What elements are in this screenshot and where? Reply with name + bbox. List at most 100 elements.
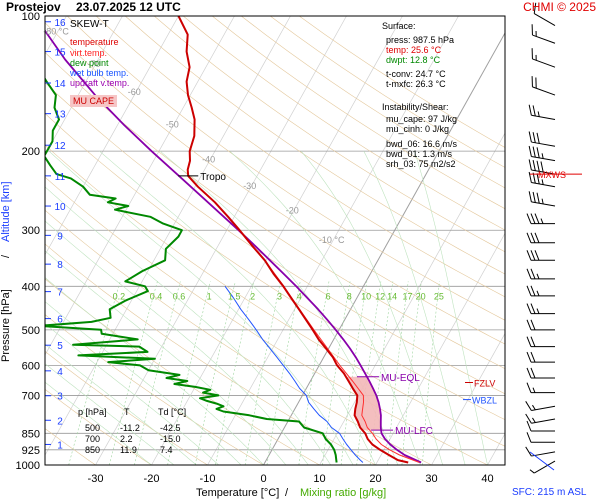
wind-barb-flag (530, 250, 536, 261)
wind-barb (526, 351, 555, 363)
dry-adiabat (95, 16, 505, 298)
wind-barb-flag (525, 413, 532, 424)
pressure-tick: 200 (22, 146, 40, 158)
wind-barb-flag (540, 161, 544, 173)
dry-adiabat (45, 278, 320, 465)
mixing-ratio-line (68, 281, 121, 465)
mu-lfc-label: MU-LFC (395, 426, 433, 437)
wind-barb-flag (535, 77, 537, 89)
mixing-ratio-line (167, 281, 211, 465)
dry-adiabat (45, 144, 505, 447)
wind-barb-flag (526, 268, 532, 280)
wind-barb-flag (528, 171, 532, 183)
wind-barb (526, 367, 555, 379)
table-cell: -42.5 (160, 423, 181, 433)
mixing-ratio-line (422, 281, 440, 465)
wind-barb-shaft (533, 13, 556, 26)
isotherm-label: -40 (202, 155, 215, 165)
wind-barb-half (536, 308, 540, 314)
wind-barb-flag (532, 132, 536, 143)
wet-bulb-line (224, 286, 364, 463)
moist-adiabat (45, 186, 331, 465)
altitude-tick: 10 (54, 202, 66, 213)
wind-barb-half (529, 469, 535, 474)
wind-barb-flag (526, 382, 532, 393)
legend-title: SKEW-T (70, 19, 109, 30)
surface-elevation: SFC: 215 m ASL (512, 487, 587, 498)
isotherm-label: -10 °C (319, 235, 345, 245)
wind-barb-flag (536, 132, 540, 144)
isotherm-label: -20 (286, 205, 299, 215)
isotherm (45, 16, 123, 156)
info-bwd-01: bwd_01: 1.3 m/s (386, 149, 453, 159)
pressure-tick: 500 (22, 325, 40, 337)
wind-barb-flag (526, 213, 532, 224)
wind-barb-shaft (532, 86, 556, 96)
x-axis-label-separator: / (285, 487, 289, 499)
info-dwpt: dwpt: 12.8 °C (386, 55, 441, 65)
mixing-ratio-line (134, 281, 181, 465)
wind-barb-flag (530, 336, 536, 347)
wind-barb (526, 319, 555, 331)
wind-barb-half (532, 404, 536, 411)
mixing-ratio-label: 2 (250, 291, 255, 301)
isotherm-label: -80 °C (43, 27, 69, 37)
isotherm-label: -60 (128, 87, 141, 97)
wind-barb-half (536, 273, 540, 280)
isotherm (151, 16, 403, 465)
altitude-tick: 1 (57, 440, 63, 451)
wind-barb-flag (536, 147, 540, 159)
info-mu-cinh: mu_cinh: 0 J/kg (386, 124, 450, 134)
pressure-tick: 600 (22, 360, 40, 372)
moist-adiabat (363, 151, 466, 465)
dry-adiabat (45, 176, 488, 465)
wind-barb-flag (532, 160, 536, 171)
dry-adiabat (45, 243, 376, 465)
mixing-ratio-label: 0.4 (150, 291, 163, 301)
station-name: Prostejov (6, 0, 61, 14)
wind-barb-half (541, 198, 544, 205)
isotherm (375, 232, 505, 465)
temperature-tick: 0 (260, 473, 266, 485)
dry-adiabat (45, 428, 96, 465)
dry-adiabat (125, 16, 505, 275)
mu-eql-label: MU-EQL (381, 373, 420, 384)
wind-barb-half (540, 218, 544, 224)
altitude-tick: 15 (54, 48, 66, 59)
altitude-tick: 11 (55, 172, 66, 183)
moist-adiabat (229, 150, 421, 465)
pressure-tick: 850 (22, 428, 40, 440)
mixing-ratio-label: 1 (207, 291, 212, 301)
wind-barb-flag (530, 351, 536, 363)
table-cell: 700 (85, 434, 100, 444)
wind-barb (525, 413, 556, 424)
wind-barb (526, 213, 555, 225)
table-header: p [hPa] (78, 407, 107, 417)
legend-temperature: temperature (70, 37, 119, 47)
pressure-tick: 700 (22, 390, 40, 402)
wind-barb (531, 24, 556, 44)
altitude-tick: 9 (57, 231, 63, 242)
wind-barb-flag (530, 319, 536, 331)
table-cell: 2.2 (120, 434, 133, 444)
surface-wind-vector (529, 451, 555, 471)
wind-barb-half (535, 31, 537, 37)
wind-barb (526, 420, 555, 432)
info-srh-03: srh_03: 75 m2/s2 (386, 159, 456, 169)
wind-barb-half (541, 179, 544, 185)
wind-barb-flag (526, 303, 532, 314)
mixing-ratio-label: 12 (375, 291, 385, 301)
info-tmxfc: t-mxfc: 26.3 °C (386, 79, 446, 89)
isotherm (45, 16, 179, 256)
mixing-ratio-line (298, 281, 330, 465)
mixing-ratio-line (340, 281, 368, 465)
wind-barb-flag (526, 351, 532, 363)
wind-barb (533, 2, 556, 26)
info-bwd-06: bwd_06: 16.6 m/s (386, 139, 458, 149)
wind-barb (525, 401, 556, 411)
mixing-ratio-line (109, 281, 158, 465)
wind-barb-half (536, 290, 540, 297)
pressure-tick: 100 (22, 11, 40, 23)
wind-barb-flag (528, 131, 532, 143)
